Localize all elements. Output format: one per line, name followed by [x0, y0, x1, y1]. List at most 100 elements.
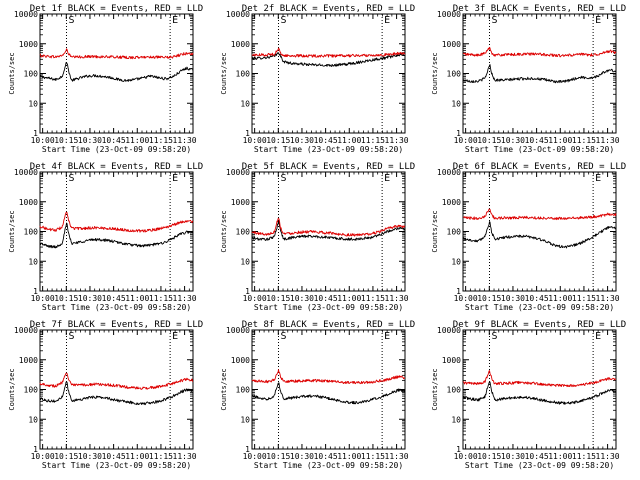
x-tick-label: 10:00 — [31, 294, 55, 303]
y-tick-label: 1 — [245, 129, 250, 138]
x-tick-label: 10:30 — [290, 294, 314, 303]
x-axis-label: Start Time (23-Oct-09 09:58:20) — [254, 461, 403, 470]
y-axis-label: Counts/sec — [8, 210, 16, 252]
x-tick-label: 11:15 — [361, 294, 385, 303]
y-axis-label: Counts/sec — [220, 52, 228, 94]
y-tick-label: 100 — [24, 228, 39, 237]
x-tick-label: 10:00 — [243, 294, 267, 303]
x-tick-label: 11:30 — [385, 452, 409, 461]
x-tick-label: 11:15 — [149, 452, 173, 461]
time-marker-label: E — [595, 173, 601, 184]
y-tick-label: 1 — [33, 287, 38, 296]
y-tick-label: 10000 — [226, 326, 250, 335]
chart-title: Det 7f BLACK = Events, RED = LLD — [30, 320, 203, 330]
x-tick-label: 10:45 — [525, 294, 549, 303]
x-tick-label: 10:30 — [501, 136, 525, 145]
y-tick-label: 1000 — [231, 198, 250, 207]
y-tick-label: 100 — [447, 70, 462, 79]
y-tick-label: 10 — [28, 415, 38, 424]
time-marker-label: S — [280, 331, 286, 342]
chart-panel-2: Det 2f BLACK = Events, RED = LLD 1 10 100 10… — [220, 4, 415, 154]
x-tick-label: 11:30 — [173, 294, 197, 303]
series-lld-line — [251, 369, 406, 385]
x-tick-label: 10:00 — [31, 452, 55, 461]
chart-title: Det 5f BLACK = Events, RED = LLD — [242, 162, 415, 172]
y-tick-label: 1000 — [19, 356, 38, 365]
chart-title: Det 1f BLACK = Events, RED = LLD — [30, 4, 203, 14]
y-tick-label: 1000 — [19, 40, 38, 49]
chart-panel-5: Det 5f BLACK = Events, RED = LLD 1 10 100 10… — [220, 162, 415, 312]
time-marker-label: E — [595, 15, 601, 26]
y-axis-label: Counts/sec — [8, 52, 16, 94]
y-tick-label: 100 — [447, 386, 462, 395]
y-axis-label: Counts/sec — [8, 368, 16, 410]
x-tick-label: 11:15 — [149, 294, 173, 303]
series-lld-line — [39, 211, 194, 233]
x-tick-label: 10:45 — [314, 136, 338, 145]
x-tick-label: 10:00 — [243, 136, 267, 145]
series-lld-line — [251, 47, 406, 58]
time-marker-label: S — [491, 331, 497, 342]
plot-frame — [251, 329, 406, 450]
y-tick-label: 1 — [245, 445, 250, 454]
x-tick-label: 10:00 — [454, 452, 478, 461]
x-tick-label: 10:30 — [78, 452, 102, 461]
x-tick-label: 10:15 — [477, 452, 501, 461]
y-axis-label: Counts/sec — [220, 368, 228, 410]
chart-title: Det 3f BLACK = Events, RED = LLD — [453, 4, 626, 14]
chart-title: Det 6f BLACK = Events, RED = LLD — [453, 162, 626, 172]
plot-frame — [462, 329, 617, 450]
y-tick-label: 10 — [240, 257, 250, 266]
chart-panel-1: Det 1f BLACK = Events, RED = LLD 1 10 100 10… — [8, 4, 203, 154]
y-axis-label: Counts/sec — [220, 210, 228, 252]
x-tick-label: 10:30 — [290, 452, 314, 461]
y-tick-label: 1 — [245, 287, 250, 296]
series-events-line — [462, 221, 617, 249]
x-tick-label: 10:00 — [243, 452, 267, 461]
x-tick-label: 11:30 — [385, 136, 409, 145]
x-tick-label: 11:15 — [149, 136, 173, 145]
y-axis-label: Counts/sec — [431, 368, 439, 410]
y-tick-label: 10 — [240, 99, 250, 108]
x-tick-label: 10:00 — [454, 136, 478, 145]
y-tick-label: 1 — [456, 287, 461, 296]
x-axis-label: Start Time (23-Oct-09 09:58:20) — [42, 461, 191, 470]
x-tick-label: 11:00 — [548, 136, 572, 145]
chart-title: Det 8f BLACK = Events, RED = LLD — [242, 320, 415, 330]
x-tick-label: 10:45 — [525, 136, 549, 145]
y-tick-label: 10 — [28, 99, 38, 108]
x-tick-label: 11:15 — [572, 452, 596, 461]
x-tick-label: 11:30 — [173, 136, 197, 145]
time-marker-label: S — [491, 173, 497, 184]
x-tick-label: 10:00 — [454, 294, 478, 303]
x-tick-label: 11:30 — [596, 452, 620, 461]
x-tick-label: 10:45 — [102, 136, 126, 145]
x-tick-label: 10:30 — [78, 136, 102, 145]
x-tick-label: 10:45 — [314, 294, 338, 303]
y-tick-label: 10000 — [437, 10, 461, 19]
y-tick-label: 10 — [28, 257, 38, 266]
x-tick-label: 11:15 — [572, 136, 596, 145]
x-tick-label: 10:45 — [314, 452, 338, 461]
time-marker-label: S — [68, 173, 74, 184]
x-tick-label: 10:00 — [31, 136, 55, 145]
series-lld-line — [463, 46, 617, 58]
y-tick-label: 1000 — [231, 40, 250, 49]
x-axis-label: Start Time (23-Oct-09 09:58:20) — [465, 303, 614, 312]
time-marker-label: E — [172, 331, 178, 342]
y-tick-label: 10000 — [14, 10, 38, 19]
chart-title: Det 2f BLACK = Events, RED = LLD — [242, 4, 415, 14]
x-tick-label: 10:15 — [54, 452, 78, 461]
x-tick-label: 11:00 — [548, 452, 572, 461]
plot-frame — [251, 13, 406, 134]
plot-frame — [462, 13, 617, 134]
time-marker-label: S — [68, 331, 74, 342]
time-marker-label: E — [384, 331, 390, 342]
y-tick-label: 10000 — [437, 168, 461, 177]
chart-panel-4: Det 4f BLACK = Events, RED = LLD 1 10 100 10… — [8, 162, 203, 312]
series-lld-line — [462, 208, 617, 221]
x-tick-label: 10:30 — [501, 294, 525, 303]
series-lld-line — [251, 217, 406, 237]
y-tick-label: 100 — [24, 386, 39, 395]
